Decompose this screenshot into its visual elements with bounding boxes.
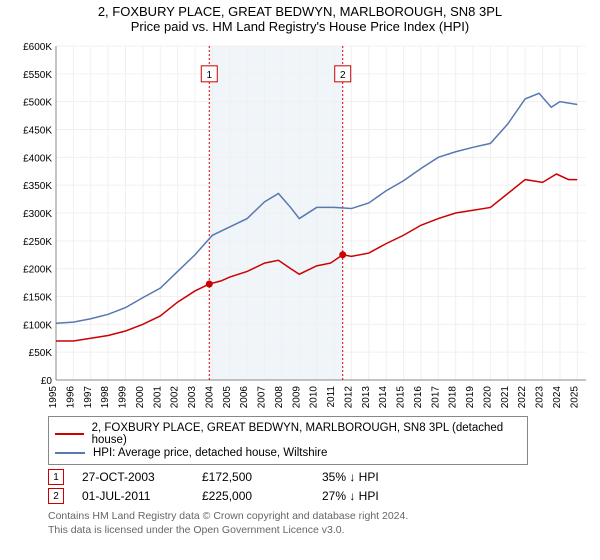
svg-text:1997: 1997 bbox=[83, 386, 94, 409]
svg-text:£0: £0 bbox=[41, 376, 53, 387]
marker-price: £172,500 bbox=[202, 470, 322, 484]
svg-text:£50K: £50K bbox=[29, 348, 53, 359]
svg-text:2002: 2002 bbox=[170, 386, 181, 409]
legend-label: HPI: Average price, detached house, Wilt… bbox=[93, 447, 327, 459]
svg-text:1995: 1995 bbox=[48, 386, 59, 409]
svg-text:1996: 1996 bbox=[65, 386, 76, 409]
svg-text:2012: 2012 bbox=[343, 386, 354, 409]
svg-text:2014: 2014 bbox=[378, 386, 389, 409]
price-chart: £0 £50K £100K £150K £200K £250K £300K £350K £400… bbox=[8, 40, 592, 410]
svg-text:£100K: £100K bbox=[23, 320, 52, 331]
svg-text:2: 2 bbox=[340, 70, 346, 81]
svg-text:2009: 2009 bbox=[291, 386, 302, 409]
svg-text:2017: 2017 bbox=[430, 386, 441, 409]
marker-price: £225,000 bbox=[202, 489, 322, 503]
svg-text:£500K: £500K bbox=[23, 98, 52, 109]
legend-item: HPI: Average price, detached house, Wilt… bbox=[55, 447, 521, 459]
chart-title: 2, FOXBURY PLACE, GREAT BEDWYN, MARLBORO… bbox=[8, 4, 592, 19]
svg-text:2005: 2005 bbox=[222, 386, 233, 409]
svg-text:2007: 2007 bbox=[257, 386, 268, 409]
svg-text:1999: 1999 bbox=[118, 386, 129, 409]
legend: 2, FOXBURY PLACE, GREAT BEDWYN, MARLBORO… bbox=[48, 416, 528, 465]
legend-swatch bbox=[55, 452, 85, 454]
svg-text:£450K: £450K bbox=[23, 126, 52, 137]
svg-text:£550K: £550K bbox=[23, 70, 52, 81]
chart-container: £0 £50K £100K £150K £200K £250K £300K £350K £400… bbox=[8, 40, 592, 410]
svg-text:£350K: £350K bbox=[23, 181, 52, 192]
svg-text:2020: 2020 bbox=[482, 386, 493, 409]
svg-text:2003: 2003 bbox=[187, 386, 198, 409]
svg-text:£400K: £400K bbox=[23, 153, 52, 164]
svg-text:£600K: £600K bbox=[23, 42, 52, 53]
svg-text:£300K: £300K bbox=[23, 209, 52, 220]
legend-swatch bbox=[55, 433, 84, 435]
svg-text:2021: 2021 bbox=[500, 386, 511, 409]
svg-text:2013: 2013 bbox=[361, 386, 372, 409]
svg-text:2006: 2006 bbox=[239, 386, 250, 409]
marker-number-box: 2 bbox=[48, 488, 64, 504]
svg-text:2019: 2019 bbox=[465, 386, 476, 409]
svg-text:2008: 2008 bbox=[274, 386, 285, 409]
svg-text:2022: 2022 bbox=[517, 386, 528, 409]
footer-line-2: This data is licensed under the Open Gov… bbox=[48, 524, 592, 538]
svg-text:£200K: £200K bbox=[23, 265, 52, 276]
svg-text:2000: 2000 bbox=[135, 386, 146, 409]
marker-delta: 27% ↓ HPI bbox=[322, 489, 442, 503]
svg-text:2011: 2011 bbox=[326, 386, 337, 408]
svg-text:£150K: £150K bbox=[23, 293, 52, 304]
marker-date: 01-JUL-2011 bbox=[82, 489, 202, 503]
footer: Contains HM Land Registry data © Crown c… bbox=[48, 510, 592, 537]
marker-number-box: 1 bbox=[48, 469, 64, 485]
svg-text:2024: 2024 bbox=[552, 386, 563, 409]
legend-label: 2, FOXBURY PLACE, GREAT BEDWYN, MARLBORO… bbox=[92, 422, 521, 446]
footer-line-1: Contains HM Land Registry data © Crown c… bbox=[48, 510, 592, 524]
svg-text:2025: 2025 bbox=[569, 386, 580, 409]
svg-text:2001: 2001 bbox=[152, 386, 163, 409]
svg-text:2016: 2016 bbox=[413, 386, 424, 409]
svg-text:2004: 2004 bbox=[204, 386, 215, 409]
svg-text:2018: 2018 bbox=[448, 386, 459, 409]
legend-item: 2, FOXBURY PLACE, GREAT BEDWYN, MARLBORO… bbox=[55, 422, 521, 446]
svg-text:2010: 2010 bbox=[309, 386, 320, 409]
svg-text:£250K: £250K bbox=[23, 237, 52, 248]
marker-row: 1 27-OCT-2003£172,50035% ↓ HPI bbox=[48, 469, 592, 485]
svg-text:2015: 2015 bbox=[396, 386, 407, 409]
markers-table: 1 27-OCT-2003£172,50035% ↓ HPI 2 01-JUL-201… bbox=[48, 469, 592, 504]
svg-text:1: 1 bbox=[206, 70, 212, 81]
svg-text:2023: 2023 bbox=[535, 386, 546, 409]
chart-subtitle: Price paid vs. HM Land Registry's House … bbox=[8, 19, 592, 34]
marker-delta: 35% ↓ HPI bbox=[322, 470, 442, 484]
marker-row: 2 01-JUL-2011£225,00027% ↓ HPI bbox=[48, 488, 592, 504]
marker-date: 27-OCT-2003 bbox=[82, 470, 202, 484]
svg-text:1998: 1998 bbox=[100, 386, 111, 409]
